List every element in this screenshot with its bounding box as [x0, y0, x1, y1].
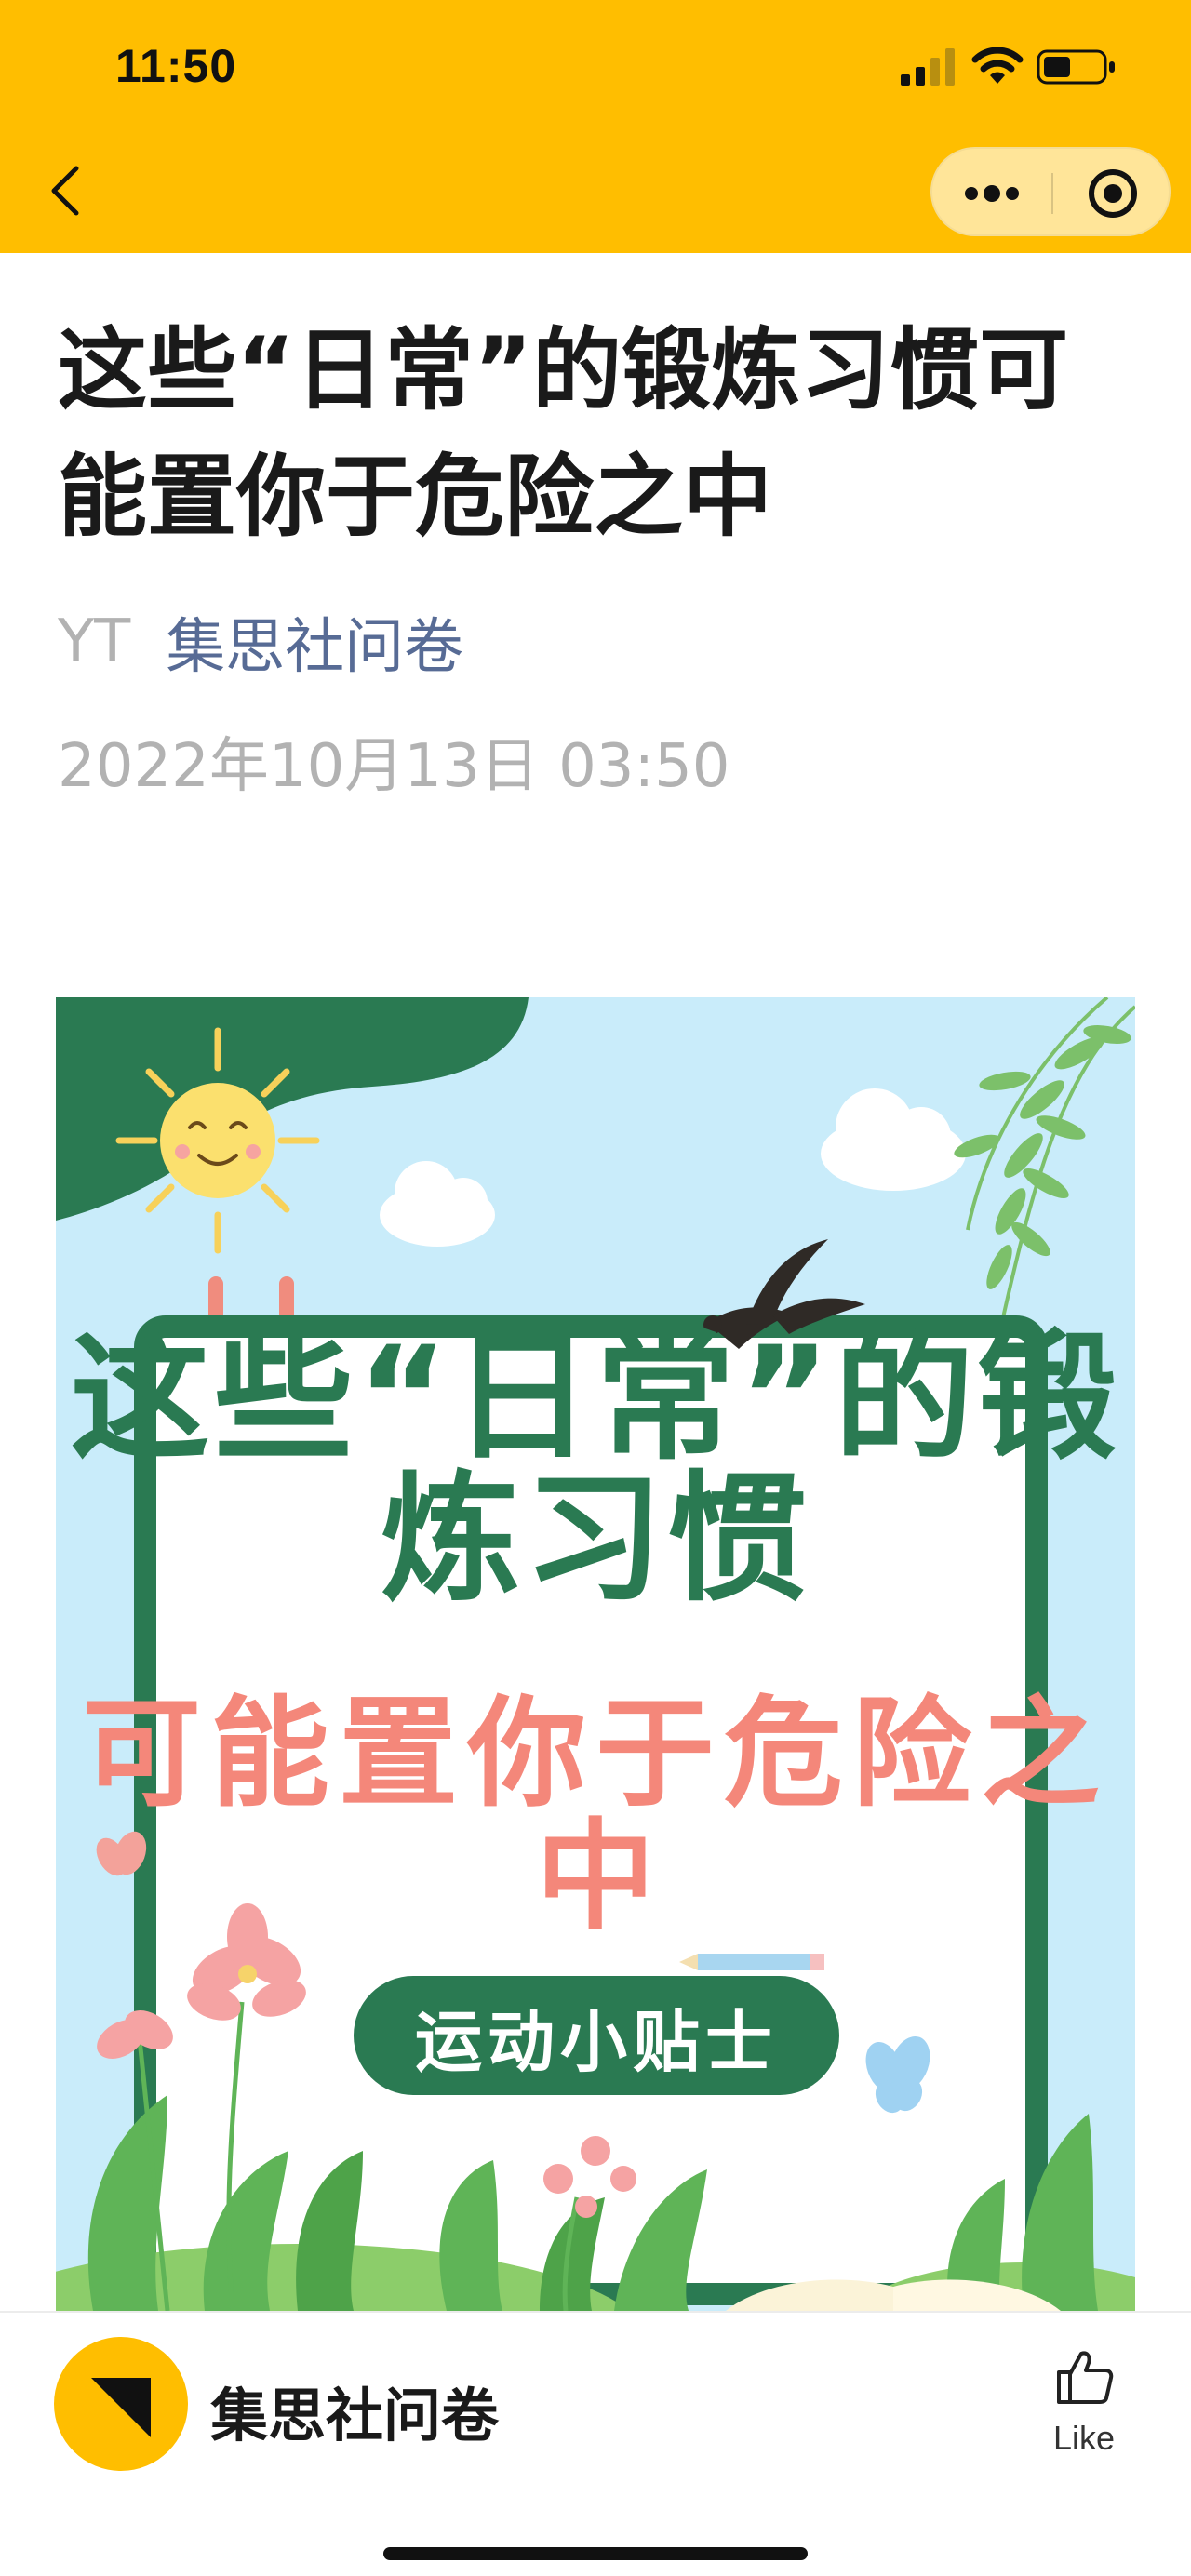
capsule-divider: [1051, 173, 1053, 214]
status-time: 11:50: [115, 40, 237, 92]
thumbs-up-icon: [1057, 2351, 1114, 2404]
publish-date: 2022年10月13日 03:50: [58, 732, 730, 801]
mini-program-capsule: [930, 147, 1171, 236]
article-meta: YT 集思社问卷: [58, 605, 463, 682]
target-circle-icon: [1089, 169, 1137, 218]
cover-subtitle-line-1: 可能置你于危险之: [81, 1685, 1109, 1823]
account-logo-icon: [91, 2378, 151, 2437]
back-button[interactable]: [28, 149, 102, 233]
cover-image: 这些“日常”的锻 炼习惯 可能置你于危险之 中 运动小贴士: [56, 997, 1135, 2311]
cover-subtitle-line-2: 中: [535, 1808, 655, 1946]
account-name[interactable]: 集思社问卷: [210, 2382, 500, 2449]
butterfly-icon: [96, 1831, 147, 1876]
like-label: Like: [1052, 2419, 1116, 2457]
more-dots-icon: [965, 185, 1019, 202]
battery-icon: [1037, 49, 1115, 85]
account-avatar[interactable]: [54, 2337, 188, 2471]
close-button[interactable]: [1053, 149, 1172, 238]
article-author: YT: [58, 607, 131, 676]
bottom-bar: 集思社问卷 Like: [0, 2311, 1191, 2576]
cover-title-line-1: 这些“日常”的锻: [70, 1317, 1121, 1479]
chevron-left-icon: [51, 166, 79, 216]
swallow-icon: [703, 1239, 865, 1349]
cover-pill-label: 运动小贴士: [354, 1976, 839, 2095]
butterfly-icon: [865, 2035, 930, 2114]
account-link[interactable]: 集思社问卷: [166, 613, 464, 682]
article-title: 这些“日常”的锻炼习惯可能置你于危险之中: [58, 318, 1069, 549]
cover-title-line-2: 炼习惯: [380, 1459, 810, 1621]
cellular-signal-icon: [901, 48, 955, 86]
like-button[interactable]: Like: [1033, 2346, 1135, 2462]
sun-icon: [115, 1027, 320, 1254]
cover-illustration: [56, 997, 1135, 2311]
top-bar: 11:50: [0, 0, 1191, 253]
more-button[interactable]: [932, 149, 1051, 238]
wifi-icon: [971, 47, 1024, 84]
home-indicator: [383, 2547, 808, 2560]
